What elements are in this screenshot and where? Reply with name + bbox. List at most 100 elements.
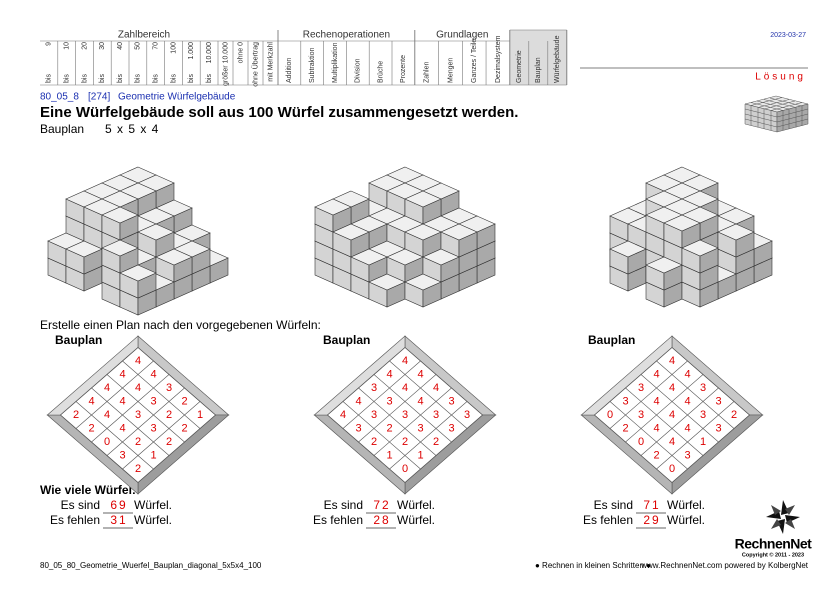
plan-number: 4	[104, 382, 110, 394]
plan-number: 2	[181, 422, 187, 434]
count-unit: Würfel.	[667, 498, 705, 512]
plan-number: 4	[104, 409, 110, 421]
count-label: Es fehlen	[583, 513, 633, 527]
grid-line	[389, 360, 468, 429]
plan-grid: 44 43 4 33 4 4 30 3 4 3 22 4 4 30 4 12 30	[580, 335, 764, 495]
column-label: Mengen	[447, 58, 454, 83]
plan-number: 3	[715, 395, 721, 407]
cube-top	[350, 248, 388, 266]
plan-number: 4	[402, 382, 408, 394]
cube-top	[404, 223, 442, 241]
column-label: Bauplan	[535, 57, 542, 83]
plan-number: 3	[622, 395, 628, 407]
count-label: Es sind	[324, 498, 363, 512]
plan-number: 4	[135, 382, 141, 394]
range-prefix: bis	[64, 74, 71, 83]
column-label: Würfelgebäude	[554, 35, 561, 83]
count-unit: Würfel.	[667, 513, 705, 527]
plan-grid: 44 44 4 34 4 3 22 4 3 2 12 4 3 20 2 23 12	[46, 335, 230, 495]
file-name: 80_05_80_Geometrie_Wuerfel_Bauplan_diago…	[40, 561, 262, 570]
plan-number: 2	[433, 436, 439, 448]
plan-number: 0	[104, 436, 110, 448]
grid-line	[75, 401, 154, 470]
plan-number: 3	[150, 395, 156, 407]
plan-number: 3	[433, 409, 439, 421]
plan-number: 4	[684, 422, 690, 434]
range-prefix: bis	[99, 74, 106, 83]
column-label: Ganzes / Teile	[471, 39, 478, 83]
plan-number: 1	[150, 449, 156, 461]
grid-line	[640, 387, 719, 456]
cube	[368, 273, 406, 308]
plan-number: 4	[653, 368, 659, 380]
range-prefix: bis	[153, 74, 160, 83]
plan-number: 2	[135, 463, 141, 475]
cube-top	[663, 214, 701, 232]
cube	[404, 190, 442, 225]
cube-top	[101, 239, 139, 257]
plan-number: 4	[402, 355, 408, 367]
plan-number: 2	[386, 422, 392, 434]
column-label: Brüche	[377, 61, 384, 83]
cube-building	[609, 166, 773, 308]
plan-number: 2	[653, 449, 659, 461]
column-label: Division	[355, 58, 362, 83]
plan-number: 4	[669, 409, 675, 421]
plan-number: 4	[417, 395, 423, 407]
grid-line	[640, 374, 719, 443]
grid-line	[106, 387, 185, 456]
grid-line	[122, 360, 201, 429]
cube	[440, 223, 478, 258]
cube-top	[332, 223, 370, 241]
plan-number: 3	[464, 409, 470, 421]
range-prefix: bis	[188, 74, 195, 83]
range-limit: 30	[99, 42, 106, 50]
range-limit: 20	[81, 42, 88, 50]
cube-top	[404, 190, 442, 208]
grid-line	[656, 360, 735, 429]
plan-number: 3	[448, 422, 454, 434]
plan-number: 4	[669, 355, 675, 367]
grid-line	[625, 374, 704, 443]
cube	[645, 256, 683, 291]
plan-number: 4	[386, 368, 392, 380]
range-prefix: bis	[206, 74, 213, 83]
range-limit: 50	[135, 42, 142, 50]
plan-number: 2	[166, 409, 172, 421]
cube-top	[404, 273, 442, 291]
plan-number: 3	[638, 409, 644, 421]
solution-mark: Lösung	[755, 72, 806, 83]
logo: RechnenNet Copyright © 2011 - 2023	[735, 500, 813, 558]
range-limit: 1.000	[188, 42, 195, 60]
grid-line	[625, 387, 704, 456]
range-prefix: bis	[170, 74, 177, 83]
group-title: Rechenoperationen	[303, 30, 390, 41]
plan-number: 2	[73, 409, 79, 421]
column-label: Zahlen	[424, 61, 431, 83]
plan-number: 3	[386, 395, 392, 407]
count-label: Es fehlen	[50, 513, 100, 527]
count-label: Es sind	[594, 498, 633, 512]
copyright: Copyright © 2011 - 2023	[742, 551, 804, 558]
count-unit: Würfel.	[134, 513, 172, 527]
column-label: Dezimalsystem	[495, 35, 502, 83]
count-unit: Würfel.	[134, 498, 172, 512]
task: Eine Würfelgebäude soll aus 100 Würfel z…	[40, 104, 518, 121]
plan-number: 3	[448, 395, 454, 407]
cube	[404, 273, 442, 308]
sheet-topic: Geometrie Würfelgebäude	[118, 92, 236, 103]
cube-top	[717, 223, 755, 241]
grid-line	[122, 401, 201, 470]
plan-number: 0	[669, 463, 675, 475]
grid-line	[609, 360, 688, 429]
plan-grid: 44 43 4 44 3 4 34 3 3 3 33 2 3 32 2 21 10	[313, 335, 497, 495]
grid-line	[75, 360, 154, 429]
sheet-code: 80_05_8	[40, 92, 79, 103]
plan-number: 3	[402, 409, 408, 421]
site: www.RechnenNet.com powered by KolbergNet	[640, 561, 809, 570]
plan-number: 2	[135, 436, 141, 448]
grid-line	[609, 401, 688, 470]
plan-number: 4	[684, 395, 690, 407]
plan-number: 4	[653, 422, 659, 434]
